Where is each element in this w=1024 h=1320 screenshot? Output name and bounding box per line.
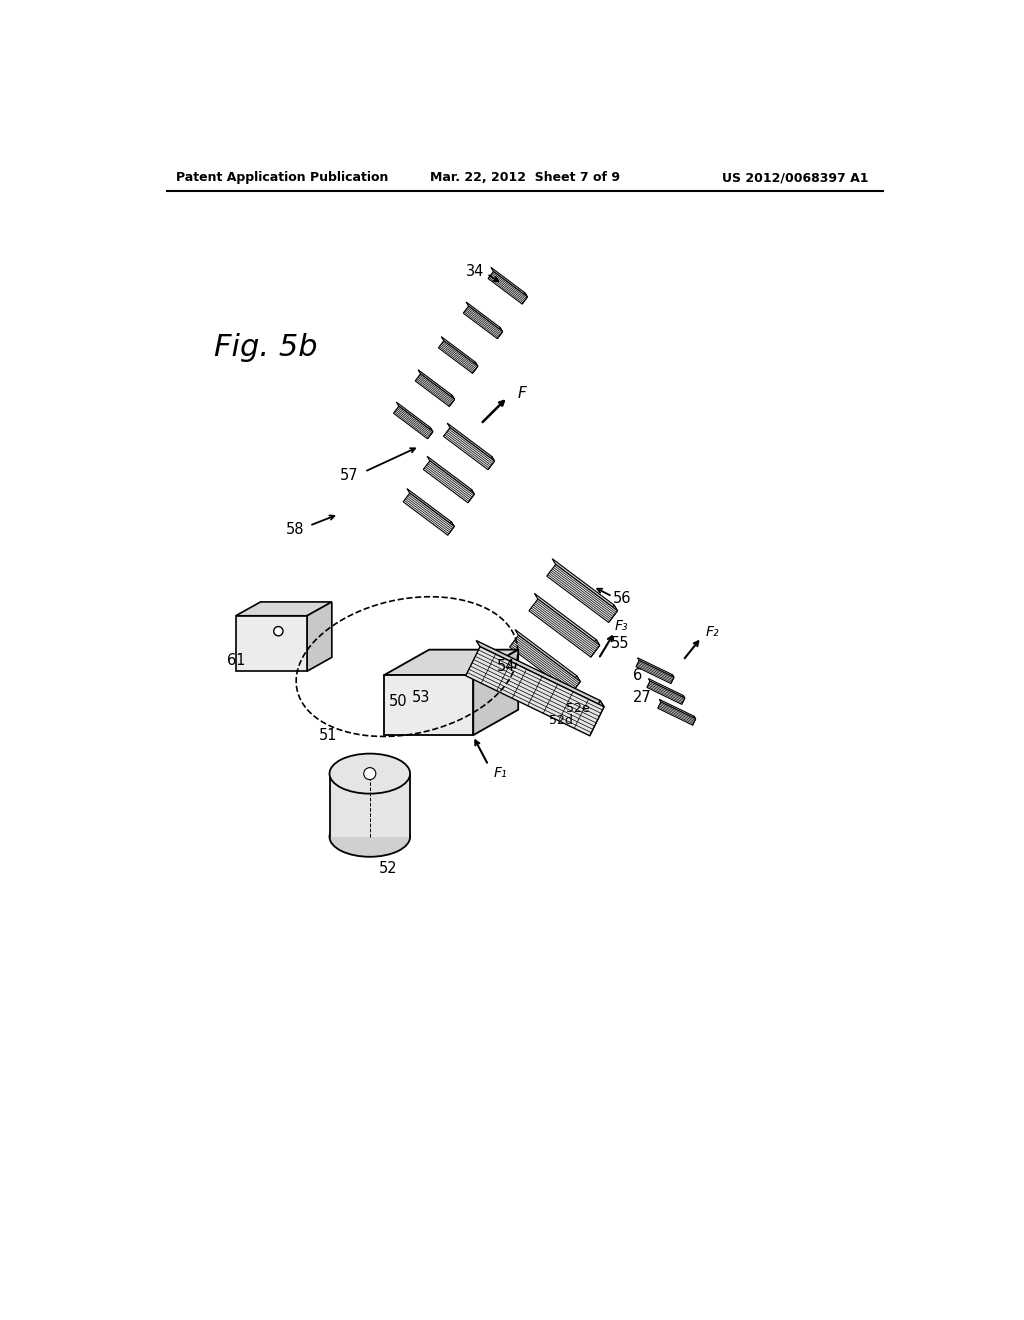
Polygon shape [648,678,685,698]
Text: 54: 54 [497,659,515,675]
Polygon shape [552,558,617,611]
Polygon shape [588,640,600,657]
Text: 55: 55 [611,636,630,651]
Polygon shape [447,424,495,461]
Polygon shape [236,602,332,615]
Text: F₃: F₃ [614,619,629,632]
Text: 52e: 52e [565,702,590,714]
Text: 57: 57 [340,469,358,483]
Polygon shape [636,660,674,684]
Text: US 2012/0068397 A1: US 2012/0068397 A1 [722,172,868,185]
Polygon shape [393,407,433,438]
Circle shape [364,768,376,780]
Polygon shape [473,649,518,735]
Text: 58: 58 [286,521,304,537]
Polygon shape [438,341,478,374]
Polygon shape [488,272,527,304]
Text: 52: 52 [379,861,397,876]
Polygon shape [535,593,600,645]
Polygon shape [466,647,604,735]
Polygon shape [236,615,307,671]
Text: 27: 27 [633,690,651,705]
Polygon shape [446,395,455,407]
Polygon shape [510,635,581,693]
Polygon shape [680,696,685,705]
Text: F: F [517,385,526,401]
Polygon shape [670,675,674,684]
Polygon shape [463,306,503,339]
Polygon shape [465,490,474,503]
Polygon shape [425,428,433,438]
Polygon shape [519,293,527,304]
Circle shape [273,627,283,636]
Ellipse shape [330,754,410,793]
Polygon shape [423,461,474,503]
Text: F₁: F₁ [494,766,507,780]
Polygon shape [384,675,473,735]
Polygon shape [470,362,478,374]
Polygon shape [515,630,581,681]
Text: Patent Application Publication: Patent Application Publication [176,172,388,185]
Polygon shape [495,327,503,339]
Polygon shape [418,370,455,400]
Polygon shape [415,374,455,407]
Polygon shape [466,302,503,331]
Polygon shape [330,774,410,837]
Ellipse shape [330,817,410,857]
Polygon shape [659,700,695,719]
Text: 56: 56 [613,591,632,606]
Polygon shape [647,681,685,705]
Text: 50: 50 [388,694,407,709]
Polygon shape [529,599,600,657]
Polygon shape [586,701,604,735]
Text: Fig. 5b: Fig. 5b [214,333,317,362]
Polygon shape [568,676,581,693]
Polygon shape [657,702,695,725]
Polygon shape [441,337,478,366]
Text: 53: 53 [412,690,430,705]
Text: 52d: 52d [549,714,572,727]
Polygon shape [638,657,674,677]
Polygon shape [605,605,617,623]
Polygon shape [485,457,495,470]
Polygon shape [396,403,433,432]
Text: 34: 34 [466,264,484,279]
Polygon shape [476,640,604,706]
Polygon shape [307,602,332,671]
Polygon shape [490,267,527,297]
Text: Mar. 22, 2012  Sheet 7 of 9: Mar. 22, 2012 Sheet 7 of 9 [430,172,620,185]
Text: 51: 51 [318,729,337,743]
Polygon shape [427,457,474,494]
Polygon shape [443,428,495,470]
Text: F₂: F₂ [706,624,719,639]
Text: 6: 6 [633,668,643,684]
Polygon shape [384,649,518,675]
Polygon shape [547,565,617,623]
Polygon shape [407,488,455,527]
Text: 61: 61 [227,653,246,668]
Polygon shape [691,717,695,725]
Polygon shape [444,521,455,535]
Polygon shape [403,494,455,535]
